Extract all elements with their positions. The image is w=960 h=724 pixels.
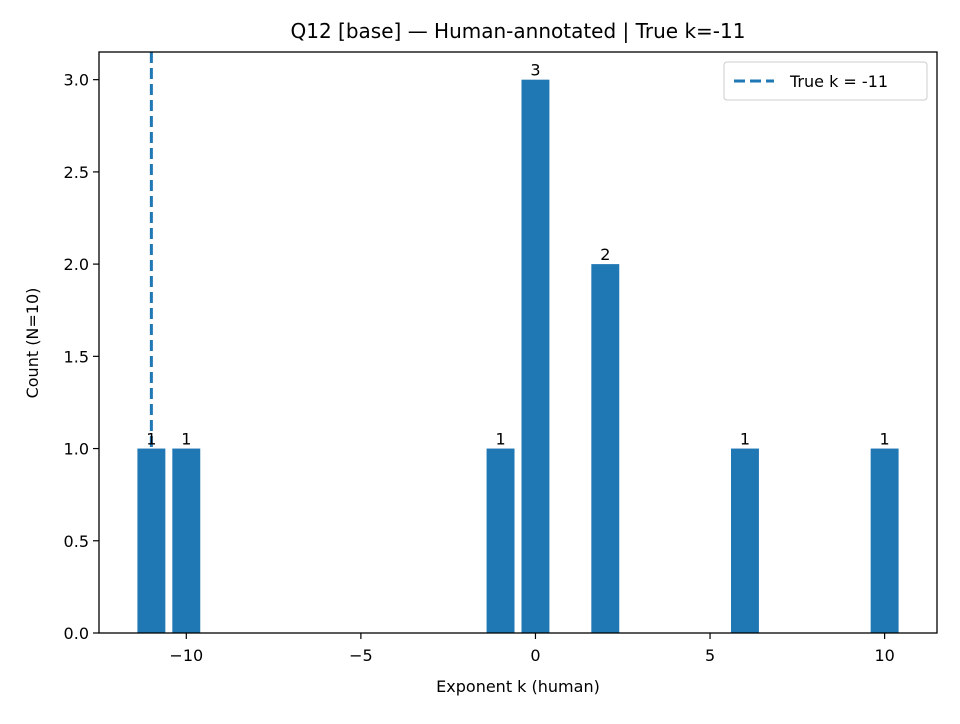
legend: True k = -11 [723,61,928,101]
y-tick-label: 0.0 [64,624,89,643]
x-axis-label: Exponent k (human) [436,677,600,696]
plot-frame [98,51,938,634]
bar [730,448,759,633]
bars-layer [137,79,899,633]
y-axis-label: Count (N=10) [23,288,42,399]
legend-label: True k = -11 [789,72,888,91]
bar-value-label: 1 [880,430,890,449]
bar [172,448,201,633]
x-tick-label: 10 [874,646,894,665]
bar [591,264,620,633]
legend-box [723,61,928,101]
value-labels-layer: 1 1 1 3 2 1 1 [146,61,889,449]
y-tick-label: 0.5 [64,532,89,551]
bar-value-label: 2 [600,245,610,264]
bar [486,448,515,633]
y-tick-label: 1.5 [64,347,89,366]
x-tick-label: 0 [530,646,540,665]
x-tick-label: −10 [169,646,203,665]
axes-layer [98,51,938,634]
x-tick-label: −5 [349,646,373,665]
chart-title: Q12 [base] — Human-annotated | True k=-1… [291,19,746,43]
y-tick-label: 2.0 [64,255,89,274]
bar-value-label: 3 [530,61,540,80]
y-tick-label: 3.0 [64,71,89,90]
y-tick-label: 1.0 [64,440,89,459]
bar [870,448,899,633]
y-tick-label: 2.5 [64,163,89,182]
x-tick-label: 5 [705,646,715,665]
bar-value-label: 1 [181,430,191,449]
bar [521,79,550,633]
bar-value-label: 1 [740,430,750,449]
ticks-layer: −10 −5 0 5 10 0.0 0.5 1.0 1.5 2.0 2.5 3.0 [64,71,895,665]
bar-value-label: 1 [495,430,505,449]
bar-value-label: 1 [146,430,156,449]
